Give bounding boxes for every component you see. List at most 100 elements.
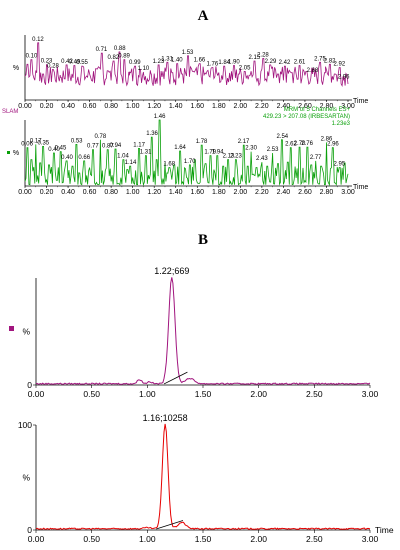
x-tick-label: 1.40 <box>169 103 183 110</box>
x-tick-label: 3.00 <box>341 189 355 196</box>
x-axis-label: Time <box>353 98 368 105</box>
peak-label: 0.71 <box>96 47 108 53</box>
peak-label: 0.88 <box>114 46 126 52</box>
peak-label: 1.76 <box>206 62 218 68</box>
x-tick-label: 3.00 <box>362 534 379 544</box>
peak-label: 0.42 <box>61 59 73 65</box>
x-tick-label: 1.60 <box>190 103 204 110</box>
y-axis-label: % <box>22 473 30 483</box>
channel-annotation: 429.23 > 207.08 (IRBESARTAN) <box>263 114 350 120</box>
x-axis-label: Time <box>375 525 394 535</box>
peak-label: 2.92 <box>334 62 346 68</box>
panel-b-title: B <box>198 232 208 248</box>
peak-label: 2.54 <box>276 134 288 140</box>
peak-label: 0.55 <box>76 60 88 66</box>
x-tick-label: 1.00 <box>139 389 156 399</box>
peak-label: 0.94 <box>110 143 122 149</box>
peak-label: 2.23 <box>230 154 242 160</box>
x-tick-label: 0.50 <box>83 389 100 399</box>
peak-label: 0.40 <box>48 147 60 153</box>
x-tick-label: 0.50 <box>83 534 100 544</box>
peak-label: 1.14 <box>125 160 137 166</box>
peak-label: 2.15 <box>248 55 260 61</box>
x-tick-label: 0.80 <box>104 103 118 110</box>
peak-label: 1.68 <box>163 162 175 168</box>
peak-label: 1.70 <box>184 159 196 165</box>
peak-label: 0.35 <box>37 140 49 146</box>
peak-label: 2.30 <box>245 146 257 152</box>
x-tick-label: 2.20 <box>255 189 269 196</box>
x-tick-label: 0.00 <box>28 389 45 399</box>
x-tick-label: 2.50 <box>306 534 323 544</box>
x-tick-label: 0.20 <box>40 189 54 196</box>
peak-label: 2.42 <box>279 60 291 66</box>
peak-label: 2.17 <box>238 139 250 145</box>
peak-label: 2.29 <box>265 59 277 65</box>
peak-label: 0.17 <box>30 138 42 144</box>
peak-label: 0.78 <box>95 134 107 140</box>
x-tick-label: 0.80 <box>104 189 118 196</box>
peak-label: 1.79 <box>204 150 216 156</box>
x-tick-label: 2.80 <box>320 189 334 196</box>
x-tick-label: 2.20 <box>255 103 269 110</box>
x-tick-label: 2.00 <box>234 103 248 110</box>
x-tick-label: 1.40 <box>169 189 183 196</box>
peak-label: 0.49 <box>69 60 81 66</box>
peak-label: 1.31 <box>161 56 173 62</box>
channel-annotation: MRM of 5 Channels ES+ <box>284 107 351 113</box>
x-tick-label: 1.50 <box>195 389 212 399</box>
peak-label: 2.28 <box>257 52 269 58</box>
x-tick-label: 1.00 <box>139 534 156 544</box>
peak-label: 1.90 <box>228 60 240 66</box>
x-tick-label: 1.80 <box>212 189 226 196</box>
legend-marker <box>7 151 10 154</box>
x-tick-label: 0.40 <box>61 189 75 196</box>
peak-label: 1.40 <box>171 58 183 64</box>
x-tick-label: 1.60 <box>190 189 204 196</box>
x-tick-label: 2.80 <box>320 103 334 110</box>
panel-a-title: A <box>198 8 209 24</box>
peak-label: 0.40 <box>61 155 73 161</box>
peak-label: 1.64 <box>174 145 186 151</box>
x-tick-label: 1.20 <box>147 103 161 110</box>
x-tick-label: 2.00 <box>250 389 267 399</box>
x-tick-label: 0.00 <box>18 103 32 110</box>
y-axis-label: % <box>13 65 19 72</box>
peak-label: 2.96 <box>338 75 350 81</box>
peak-label: 1.22;669 <box>154 266 189 276</box>
x-tick-label: 2.00 <box>250 534 267 544</box>
x-tick-label: 1.20 <box>147 189 161 196</box>
x-tick-label: 0.00 <box>28 534 45 544</box>
x-tick-label: 0.60 <box>83 103 97 110</box>
peak-label: 1.04 <box>117 154 129 160</box>
peak-label: 1.23 <box>153 59 165 65</box>
peak-label: 2.53 <box>267 147 279 153</box>
x-tick-label: 2.50 <box>306 389 323 399</box>
peak-label: 0.89 <box>118 54 130 60</box>
channel-annotation: 1.23e3 <box>332 121 351 127</box>
x-tick-label: 0.60 <box>83 189 97 196</box>
peak-label: 0.06 <box>21 142 33 148</box>
x-tick-label: 0.40 <box>61 103 75 110</box>
integration-baseline <box>156 520 184 530</box>
x-tick-label: 2.00 <box>234 189 248 196</box>
chart-b-bottom: 0.00 0.50 1.00 1.50 2.00 2.50 3.00 0 100% 1.16;10… <box>18 413 394 544</box>
peak-label: 1.36 <box>146 131 158 137</box>
peak-label: 2.96 <box>327 142 339 148</box>
peak-label: 2.77 <box>310 155 322 161</box>
chart-a-top: 0.00 0.20 0.40 0.60 0.80 1.00 1.20 1.40 1.60 1.80… <box>2 35 368 115</box>
x-tick-label: 2.60 <box>298 189 312 196</box>
peak-label: 0.45 <box>55 146 67 152</box>
integration-baseline <box>163 371 188 385</box>
peak-label: 0.12 <box>32 37 44 43</box>
chart-a-bottom: 0.00 0.20 0.40 0.60 0.80 1.00 1.20 1.40 1.60 1.80… <box>7 107 368 196</box>
x-tick-label: 2.40 <box>277 103 291 110</box>
x-tick-label: 0.20 <box>40 103 54 110</box>
peak-label: 1.53 <box>182 50 194 56</box>
x-tick-label: 2.60 <box>298 103 312 110</box>
y-tick-label: 0 <box>27 525 32 535</box>
peak-label: 1.84 <box>218 60 230 66</box>
peak-label: 1.31 <box>140 150 152 156</box>
